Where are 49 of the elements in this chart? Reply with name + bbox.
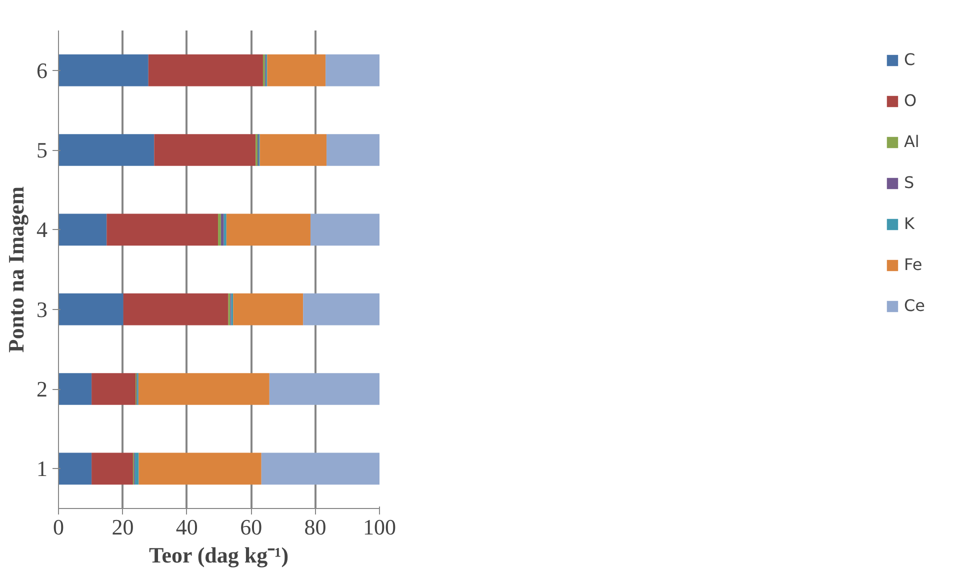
bar bbox=[106, 214, 218, 246]
bar bbox=[310, 214, 380, 246]
bar bbox=[224, 214, 226, 246]
x-tick-label: 40 bbox=[176, 514, 198, 540]
y-tick-label: 4 bbox=[36, 217, 48, 242]
bar bbox=[218, 214, 221, 246]
x-tick-label: 20 bbox=[112, 514, 134, 540]
y-tick-label: 6 bbox=[36, 58, 48, 83]
legend-label: Fe bbox=[904, 255, 924, 274]
bar bbox=[92, 452, 133, 485]
bar bbox=[269, 373, 380, 405]
bar bbox=[148, 54, 263, 86]
bar bbox=[260, 134, 327, 166]
y-tick-label: 2 bbox=[36, 376, 48, 402]
legend-label: S bbox=[904, 173, 916, 192]
bar bbox=[267, 54, 326, 86]
bar bbox=[123, 293, 228, 326]
y-tick-label: 3 bbox=[36, 296, 48, 322]
legend-label: C bbox=[904, 50, 916, 69]
legend-label: Ce bbox=[904, 296, 925, 315]
legend-label: O bbox=[904, 91, 918, 110]
bar bbox=[58, 214, 107, 246]
bar bbox=[58, 373, 92, 405]
bar bbox=[138, 452, 262, 485]
legend-label: K bbox=[904, 214, 916, 233]
bar bbox=[58, 452, 92, 485]
x-tick-label: 60 bbox=[240, 514, 262, 540]
bar bbox=[58, 134, 154, 166]
legend-label: Al bbox=[904, 132, 920, 151]
bar bbox=[220, 214, 224, 246]
y-tick-label: 5 bbox=[36, 138, 48, 162]
x-axis-title: Teor (dag kg⁻¹) bbox=[149, 542, 289, 568]
bar bbox=[226, 214, 310, 246]
bar bbox=[326, 54, 380, 86]
y-tick-label: 1 bbox=[36, 456, 48, 482]
x-tick-label: 0 bbox=[53, 514, 64, 540]
bar bbox=[92, 373, 136, 405]
bar bbox=[261, 452, 380, 485]
bar bbox=[58, 293, 124, 326]
bar bbox=[154, 134, 256, 166]
y-axis-title: Ponto na Imagem bbox=[4, 186, 28, 353]
bar bbox=[138, 373, 270, 405]
x-tick-label: 80 bbox=[304, 514, 326, 540]
bar bbox=[303, 293, 380, 326]
bar bbox=[233, 293, 304, 326]
x-tick-label: 100 bbox=[363, 514, 396, 540]
bar bbox=[326, 134, 380, 166]
bar bbox=[58, 54, 148, 86]
bar bbox=[134, 452, 139, 485]
